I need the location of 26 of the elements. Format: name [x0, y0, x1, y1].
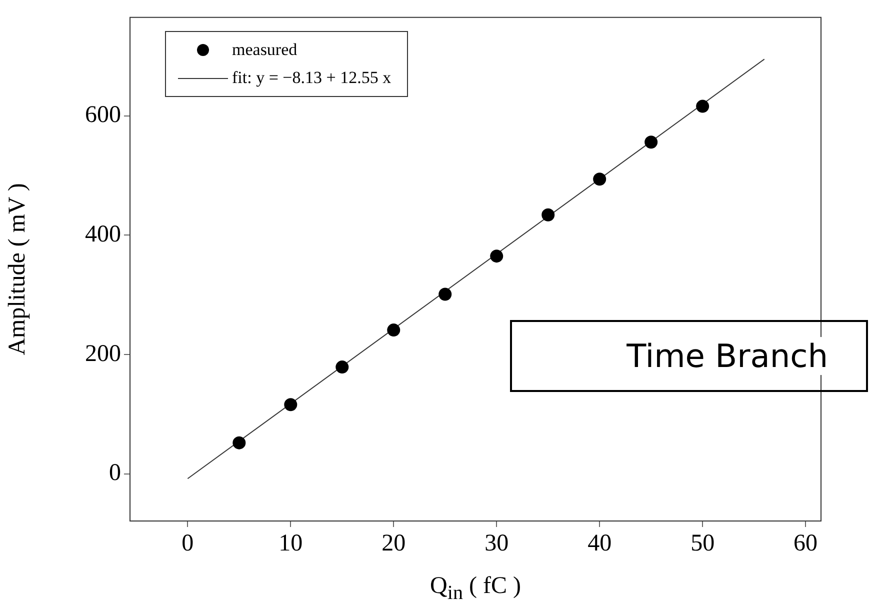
- y-tick-label: 0: [109, 460, 121, 486]
- point: [696, 100, 710, 113]
- x-tick-label: 50: [690, 530, 715, 557]
- point: [644, 136, 658, 149]
- point: [387, 324, 400, 337]
- point: [542, 208, 555, 222]
- x-tick-label: 40: [588, 530, 612, 557]
- point: [490, 250, 504, 263]
- point: [438, 288, 452, 301]
- x-tick-label: 20: [382, 530, 406, 557]
- legend-label: measured: [231, 40, 298, 60]
- point: [232, 436, 246, 450]
- point: [336, 360, 349, 374]
- x-axis-title: Q$_{in}$ ( fC ): [429, 572, 522, 606]
- y-axis-title: Amplitude ( mV ): [4, 183, 31, 356]
- legend-label: fit: y = −8.13 + 12.55 x: [231, 68, 392, 88]
- x-tick-label: 10: [278, 530, 303, 557]
- annotation: Time Branch: [626, 337, 828, 375]
- point: [593, 172, 606, 186]
- x-tick-label: 30: [484, 530, 509, 557]
- y-tick-label: 200: [85, 340, 121, 367]
- x-tick-label: 0: [182, 530, 194, 557]
- y-tick-label: 600: [85, 102, 121, 128]
- x-tick-label: 60: [794, 530, 818, 557]
- y-tick-label: 400: [85, 221, 121, 248]
- point: [284, 398, 298, 412]
